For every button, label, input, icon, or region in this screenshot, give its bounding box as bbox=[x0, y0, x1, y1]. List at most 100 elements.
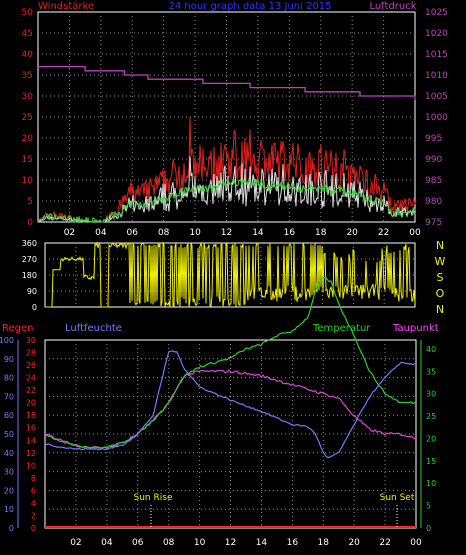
humidity-x-tick-label: 12 bbox=[225, 538, 236, 548]
humidity-panel-grid bbox=[45, 340, 416, 528]
humidity-y-axis: 0 10 20 30 40 50 60 70 80 90 100 bbox=[0, 336, 19, 533]
pressure-y-tick-label: 1020 bbox=[425, 29, 448, 39]
rain-y-tick-label: 0 bbox=[31, 524, 36, 533]
temperature-y-tick-label: 40 bbox=[426, 345, 436, 354]
pressure-y-tick-label: 975 bbox=[425, 218, 442, 228]
humidity-y-tick-label: 100 bbox=[0, 336, 14, 345]
humidity-y-tick-label: 0 bbox=[9, 524, 14, 533]
rain-y-tick-label: 16 bbox=[26, 424, 36, 433]
temperature-y-tick-label: 15 bbox=[426, 457, 436, 466]
humidity-y-tick-label: 10 bbox=[4, 505, 14, 514]
pressure-title: Luftdruck bbox=[369, 1, 416, 12]
wind-y-tick-label: 10 bbox=[22, 176, 34, 186]
direction-y-tick-label: 360 bbox=[22, 239, 37, 248]
humidity-y-tick-label: 70 bbox=[4, 392, 14, 401]
wind-x-tick-label: 00 bbox=[409, 228, 421, 238]
pressure-y-axis: 975 980 985 990 995 1000 1005 1010 1015 1020 1025 bbox=[425, 8, 448, 228]
rain-y-tick-label: 6 bbox=[31, 486, 36, 495]
humidity-x-tick-label: 22 bbox=[379, 538, 390, 548]
pressure-y-tick-label: 1015 bbox=[425, 50, 448, 60]
humidity-y-tick-label: 20 bbox=[4, 486, 14, 495]
pressure-y-tick-label: 985 bbox=[425, 176, 442, 186]
temperature-series bbox=[44, 276, 416, 449]
temperature-y-tick-label: 0 bbox=[426, 524, 431, 533]
rain-y-tick-label: 8 bbox=[31, 474, 36, 483]
rain-y-tick-label: 12 bbox=[26, 449, 36, 458]
rain-y-tick-label: 10 bbox=[26, 461, 36, 470]
wind-y-tick-label: 50 bbox=[22, 8, 34, 18]
pressure-y-tick-label: 980 bbox=[425, 197, 442, 207]
temperature-y-axis: 0 5 10 15 20 25 30 35 40 bbox=[420, 340, 436, 533]
direction-y-tick-label: 180 bbox=[22, 271, 37, 280]
temperature-y-tick-label: 20 bbox=[426, 434, 436, 443]
direction-y-tick-label: 270 bbox=[22, 255, 37, 264]
compass-label: N bbox=[436, 239, 444, 252]
wind-y-tick-label: 5 bbox=[27, 197, 33, 207]
compass-label: S bbox=[437, 271, 444, 284]
rain-y-tick-label: 28 bbox=[26, 349, 36, 358]
humidity-series bbox=[44, 350, 416, 459]
temperature-y-tick-label: 5 bbox=[426, 502, 431, 511]
direction-y-tick-label: 0 bbox=[32, 303, 37, 312]
wind-y-tick-label: 0 bbox=[27, 218, 33, 228]
humidity-x-tick-label: 06 bbox=[132, 538, 144, 548]
pressure-y-tick-label: 1005 bbox=[425, 92, 448, 102]
wind-x-tick-label: 02 bbox=[64, 228, 75, 238]
wind-y-axis: 0 5 10 15 20 25 30 35 40 45 50 bbox=[22, 8, 34, 228]
temperature-label: Temperatur bbox=[312, 323, 371, 334]
compass-label: O bbox=[436, 287, 445, 300]
wind-y-tick-label: 15 bbox=[22, 155, 33, 165]
humidity-x-tick-label: 18 bbox=[318, 538, 330, 548]
wind-x-tick-label: 22 bbox=[378, 228, 389, 238]
temperature-y-tick-label: 10 bbox=[426, 479, 436, 488]
rain-y-tick-label: 2 bbox=[31, 511, 36, 520]
wind-x-tick-label: 12 bbox=[221, 228, 232, 238]
direction-y-axis: 360 270 180 90 0 bbox=[22, 239, 37, 312]
wind-direction-series bbox=[45, 241, 416, 308]
humidity-x-tick-label: 02 bbox=[70, 538, 81, 548]
sunset-label: Sun Set bbox=[380, 493, 415, 503]
rain-y-tick-label: 14 bbox=[26, 436, 36, 445]
wind-mean-series bbox=[37, 177, 416, 224]
wind-x-tick-label: 20 bbox=[346, 228, 358, 238]
humidity-y-tick-label: 40 bbox=[4, 449, 14, 458]
wind-y-tick-label: 20 bbox=[22, 134, 34, 144]
rain-y-tick-label: 30 bbox=[26, 336, 36, 345]
pressure-y-tick-label: 1010 bbox=[425, 71, 448, 81]
wind-title: Windstärke bbox=[38, 1, 94, 12]
pressure-y-tick-label: 1000 bbox=[425, 113, 448, 123]
humidity-x-tick-label: 00 bbox=[410, 538, 422, 548]
temperature-y-tick-label: 30 bbox=[426, 390, 436, 399]
humidity-x-tick-label: 10 bbox=[194, 538, 206, 548]
rain-y-tick-label: 22 bbox=[26, 386, 36, 395]
wind-y-tick-label: 35 bbox=[22, 71, 33, 81]
pressure-series bbox=[38, 65, 416, 101]
sunrise-label: Sun Rise bbox=[134, 493, 173, 503]
humidity-x-tick-label: 16 bbox=[287, 538, 299, 548]
rain-y-tick-label: 26 bbox=[26, 361, 36, 370]
direction-y-tick-label: 90 bbox=[27, 287, 37, 296]
temperature-y-tick-label: 35 bbox=[426, 367, 436, 376]
wind-x-tick-label: 16 bbox=[284, 228, 296, 238]
wind-x-tick-label: 18 bbox=[315, 228, 327, 238]
pressure-y-tick-label: 990 bbox=[425, 155, 442, 165]
wind-x-tick-label: 10 bbox=[189, 228, 201, 238]
wind-x-tick-label: 06 bbox=[127, 228, 139, 238]
wind-x-tick-label: 04 bbox=[95, 228, 107, 238]
humidity-y-tick-label: 80 bbox=[4, 374, 14, 383]
dewpoint-label: Taupunkt bbox=[392, 323, 439, 334]
humidity-label: Luftfeuchte bbox=[65, 323, 122, 334]
rain-y-tick-label: 24 bbox=[26, 374, 36, 383]
rain-y-tick-label: 4 bbox=[31, 499, 36, 508]
humidity-y-tick-label: 90 bbox=[4, 355, 14, 364]
wind-x-axis: 02 04 06 08 10 12 14 16 18 20 22 00 bbox=[64, 228, 421, 238]
humidity-y-tick-label: 50 bbox=[4, 430, 14, 439]
wind-x-tick-label: 14 bbox=[252, 228, 264, 238]
wind-y-tick-label: 30 bbox=[22, 92, 34, 102]
direction-panel-grid bbox=[45, 243, 415, 307]
chart-title: 24 hour graph data 13 Juni 2015 bbox=[168, 1, 331, 12]
humidity-x-tick-label: 04 bbox=[101, 538, 113, 548]
humidity-y-tick-label: 60 bbox=[4, 411, 14, 420]
